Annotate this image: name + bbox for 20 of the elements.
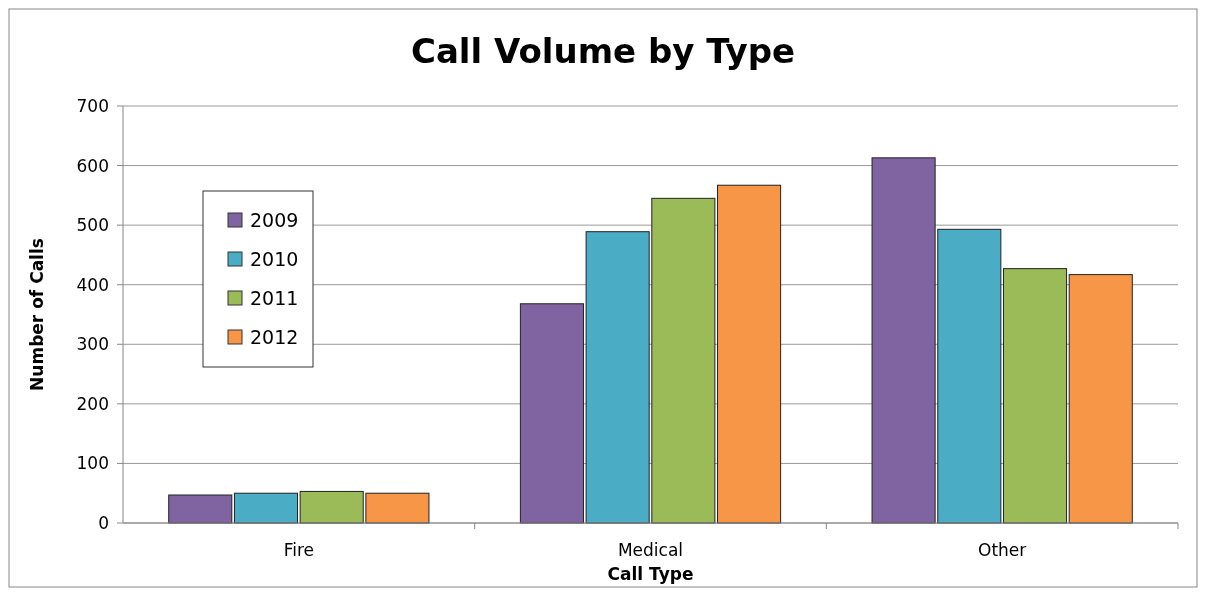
chart-title: Call Volume by Type — [410, 31, 796, 71]
y-tick-label: 700 — [76, 95, 109, 116]
y-tick-label: 300 — [76, 334, 109, 355]
legend-label: 2012 — [250, 325, 299, 348]
x-tick-label: Fire — [283, 540, 315, 560]
x-axis-title: Call Type — [607, 564, 694, 584]
x-tick-label: Medical — [617, 540, 684, 560]
legend-label: 2011 — [250, 286, 299, 309]
bar — [168, 494, 233, 524]
y-tick-label: 500 — [76, 215, 109, 236]
y-tick-label: 600 — [76, 155, 109, 176]
x-tick-label: Other — [978, 540, 1027, 560]
y-tick-label: 0 — [98, 512, 109, 533]
y-tick-label: 200 — [76, 393, 109, 414]
y-axis-title: Number of Calls — [27, 238, 47, 391]
legend-label: 2010 — [250, 247, 299, 270]
y-tick-label: 400 — [76, 274, 109, 295]
y-tick-label: 100 — [76, 453, 109, 474]
bar — [1068, 274, 1133, 524]
legend-label: 2009 — [250, 208, 299, 231]
